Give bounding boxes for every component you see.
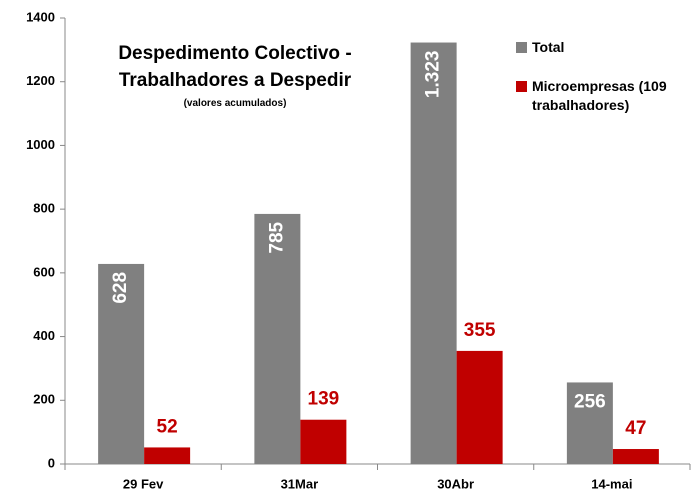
chart-subtitle: (valores acumulados) [183,98,287,109]
value-label: 785 [266,221,287,253]
value-label: 52 [157,416,178,437]
value-label: 256 [574,391,606,412]
legend-swatch [516,81,527,92]
y-tick-label: 1200 [26,73,55,88]
value-label: 47 [625,418,646,439]
y-tick-label: 1000 [26,137,55,152]
legend-swatch [516,42,527,53]
value-label: 1.323 [423,51,444,99]
bar [566,382,613,464]
x-tick-label: 31Mar [281,476,319,491]
bar [300,419,347,464]
x-tick-label: 14-mai [591,476,632,491]
bar [612,449,659,464]
bar [410,42,457,464]
y-tick-label: 400 [33,328,55,343]
value-label: 628 [110,272,131,304]
value-label: 139 [308,389,340,410]
bar [144,447,191,464]
value-label: 355 [464,320,496,341]
legend-label: Microempresas (109 trabalhadores) [532,78,667,113]
legend: Total Microempresas (109 trabalhadores) [516,38,691,135]
y-tick-label: 800 [33,201,55,216]
y-tick-label: 0 [48,455,55,470]
chart-title: Despedimento Colectivo - Trabalhadores a… [118,43,352,91]
y-tick-label: 200 [33,392,55,407]
bar [456,350,503,464]
bar [98,263,145,464]
x-tick-label: 30Abr [437,476,474,491]
y-tick-label: 1400 [26,9,55,24]
legend-item: Microempresas (109 trabalhadores) [516,77,691,115]
legend-item: Total [516,38,691,57]
legend-label: Total [532,39,565,55]
x-tick-label: 29 Fev [123,476,164,491]
y-tick-label: 600 [33,264,55,279]
bar [254,213,301,464]
